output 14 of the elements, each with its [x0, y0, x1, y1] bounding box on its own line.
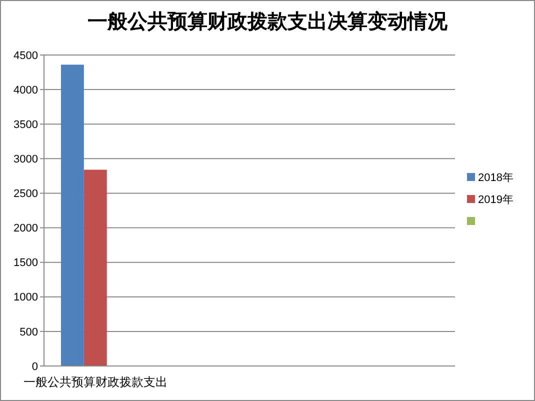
- y-tick-label: 2000: [14, 222, 38, 235]
- y-tick-label: 2500: [14, 188, 38, 200]
- y-tick-label: 4000: [14, 84, 38, 96]
- chart-title: 一般公共预算财政拨款支出决算变动情况: [88, 9, 448, 33]
- y-tick-label: 500: [20, 326, 38, 338]
- legend-label: 2018年: [478, 172, 514, 184]
- y-tick-label: 4500: [14, 50, 38, 62]
- x-tick-label: 一般公共预算财政拨款支出: [23, 375, 168, 389]
- y-tick-label: 1000: [14, 292, 38, 304]
- y-tick-label: 0: [32, 360, 38, 373]
- y-tick-label: 3500: [14, 118, 38, 131]
- y-tick-label: 1500: [14, 257, 38, 270]
- legend-label: 2019年: [478, 194, 514, 206]
- y-tick-label: 3000: [14, 154, 38, 166]
